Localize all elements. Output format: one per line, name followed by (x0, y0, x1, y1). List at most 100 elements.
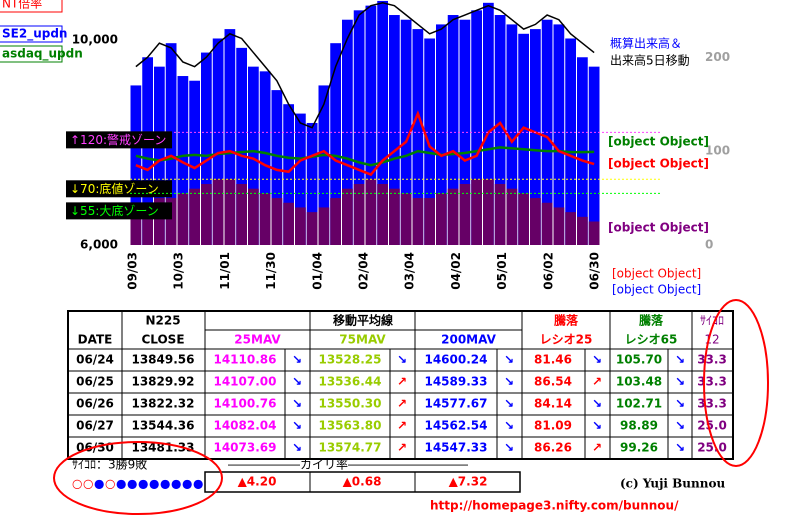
url-link[interactable]: http://homepage3.nifty.com/bunnou/ (430, 499, 679, 513)
bar (365, 179, 377, 245)
table-cell: 81.46 (534, 353, 572, 367)
table-cell: 14107.00 (213, 375, 276, 389)
table-cell: 81.09 (534, 419, 572, 433)
sidebar-button[interactable] (0, 0, 63, 13)
sidebar-button[interactable] (0, 45, 63, 63)
table-cell: 25.0 (697, 419, 727, 433)
line (135, 2, 595, 129)
bar (459, 19, 471, 245)
zone-label: ↑120:警戒ゾーン (70, 132, 166, 147)
plot-area (130, 0, 600, 245)
x-tick-label: 01/04 (310, 252, 324, 290)
table-header: 75MAV (339, 333, 386, 347)
bar (224, 29, 236, 246)
bar (436, 24, 447, 246)
bar (494, 183, 506, 245)
trend-arrow: ↗ (397, 375, 407, 389)
sidebar-label[interactable]: NT倍率 (2, 0, 42, 11)
trend-arrow: ↘ (675, 441, 685, 455)
kairi-box (204, 471, 521, 493)
table-cell: 105.70 (616, 353, 662, 367)
bar (365, 5, 377, 245)
table-cell: 14577.67 (424, 397, 487, 411)
bar (424, 198, 435, 245)
table-header: 25MAV (234, 333, 281, 347)
bar (130, 207, 142, 245)
trend-arrow: ↘ (292, 353, 302, 367)
trend-arrow: ↘ (292, 441, 302, 455)
y2-tick-label: 200 (705, 50, 730, 64)
dice-mark: ● (193, 477, 203, 491)
bar (248, 188, 259, 245)
table-cell: 13544.36 (131, 419, 194, 433)
x-tick-label: 04/02 (449, 252, 463, 290)
bar (553, 207, 565, 245)
bar (248, 66, 259, 245)
bar (224, 179, 236, 245)
bar (154, 66, 165, 245)
table-header: 騰落 (554, 313, 579, 328)
trend-arrow: ↘ (592, 397, 602, 411)
trend-arrow: ↗ (592, 375, 602, 389)
annotation: [object Object] (608, 221, 709, 235)
trend-arrow: ↘ (504, 397, 514, 411)
bar (177, 193, 189, 245)
table-cell: 14589.33 (424, 375, 487, 389)
x-tick-label: 09/03 (126, 252, 140, 290)
trend-arrow: ↗ (397, 419, 407, 433)
y2-tick-label: 0 (705, 238, 713, 252)
table-cell: 13481.33 (131, 441, 194, 455)
bar (506, 188, 518, 245)
bar (353, 10, 365, 246)
bar (318, 207, 330, 245)
table-cell: 33.3 (697, 353, 727, 367)
dice-mark: ○ (83, 477, 93, 491)
bar (412, 198, 424, 245)
table-border (67, 310, 734, 460)
table-header: 騰落 (639, 313, 664, 328)
bar (295, 113, 306, 246)
dice-label: ｻｲｺﾛ：3勝9敗 (72, 457, 147, 472)
bar (236, 47, 247, 245)
bar (236, 183, 247, 245)
bar (518, 33, 529, 245)
x-tick-label: 06/02 (541, 252, 555, 290)
bar (318, 85, 330, 246)
trend-arrow: ↗ (592, 441, 602, 455)
sidebar-label[interactable]: asdaq_updn (2, 47, 83, 62)
bar (471, 10, 482, 246)
annotation: [object Object] (608, 157, 709, 171)
table-cell: 84.14 (534, 397, 572, 411)
zone-label: ↓55:大底ゾーン (70, 203, 159, 218)
dice-mark: ○ (105, 477, 115, 491)
legend-text: 概算出来高＆ (610, 36, 682, 51)
table-cell: 33.3 (697, 375, 727, 389)
table-cell: 102.71 (616, 397, 662, 411)
bar (306, 212, 318, 245)
sidebar-label[interactable]: SE2_updn (2, 27, 67, 42)
trend-arrow: ↘ (592, 353, 602, 367)
trend-arrow: ↘ (675, 353, 685, 367)
table-cell: 13829.92 (131, 375, 194, 389)
bar (201, 52, 212, 246)
bar (306, 122, 318, 245)
zone-label: ↓70:底値ゾーン (70, 181, 159, 196)
bar (271, 90, 283, 245)
legend-text: 出来高5日移動 (610, 53, 690, 68)
bar (471, 179, 482, 245)
table-cell: 13574.77 (318, 441, 381, 455)
bar (588, 221, 600, 245)
bar (389, 15, 400, 245)
x-tick-label: 02/04 (357, 252, 371, 290)
table-cell: 14110.86 (213, 353, 276, 367)
bar (330, 198, 341, 245)
dice-mark: ● (160, 477, 170, 491)
annotation: [object Object] (608, 135, 709, 149)
bar (494, 15, 506, 245)
table-cell: 13849.56 (131, 353, 194, 367)
bar (201, 183, 212, 245)
bar (271, 198, 283, 245)
sidebar-button[interactable] (0, 25, 63, 43)
table-cell: 13536.44 (318, 375, 381, 389)
zone-label-bg (66, 131, 172, 149)
